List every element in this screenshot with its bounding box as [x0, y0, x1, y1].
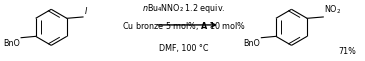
Text: BnO: BnO	[243, 39, 260, 48]
Text: $n$Bu₄NNO₂ 1.2 equiv.: $n$Bu₄NNO₂ 1.2 equiv.	[142, 2, 226, 15]
Text: BnO: BnO	[3, 39, 20, 48]
Text: DMF, 100 °C: DMF, 100 °C	[159, 44, 209, 53]
Text: Cu bronze 5 mol%, $\mathbf{A}$ 10 mol%: Cu bronze 5 mol%, $\mathbf{A}$ 10 mol%	[122, 20, 246, 32]
Text: I: I	[85, 7, 87, 16]
Text: NO$_2$: NO$_2$	[324, 3, 342, 16]
Text: 71%: 71%	[338, 47, 356, 56]
